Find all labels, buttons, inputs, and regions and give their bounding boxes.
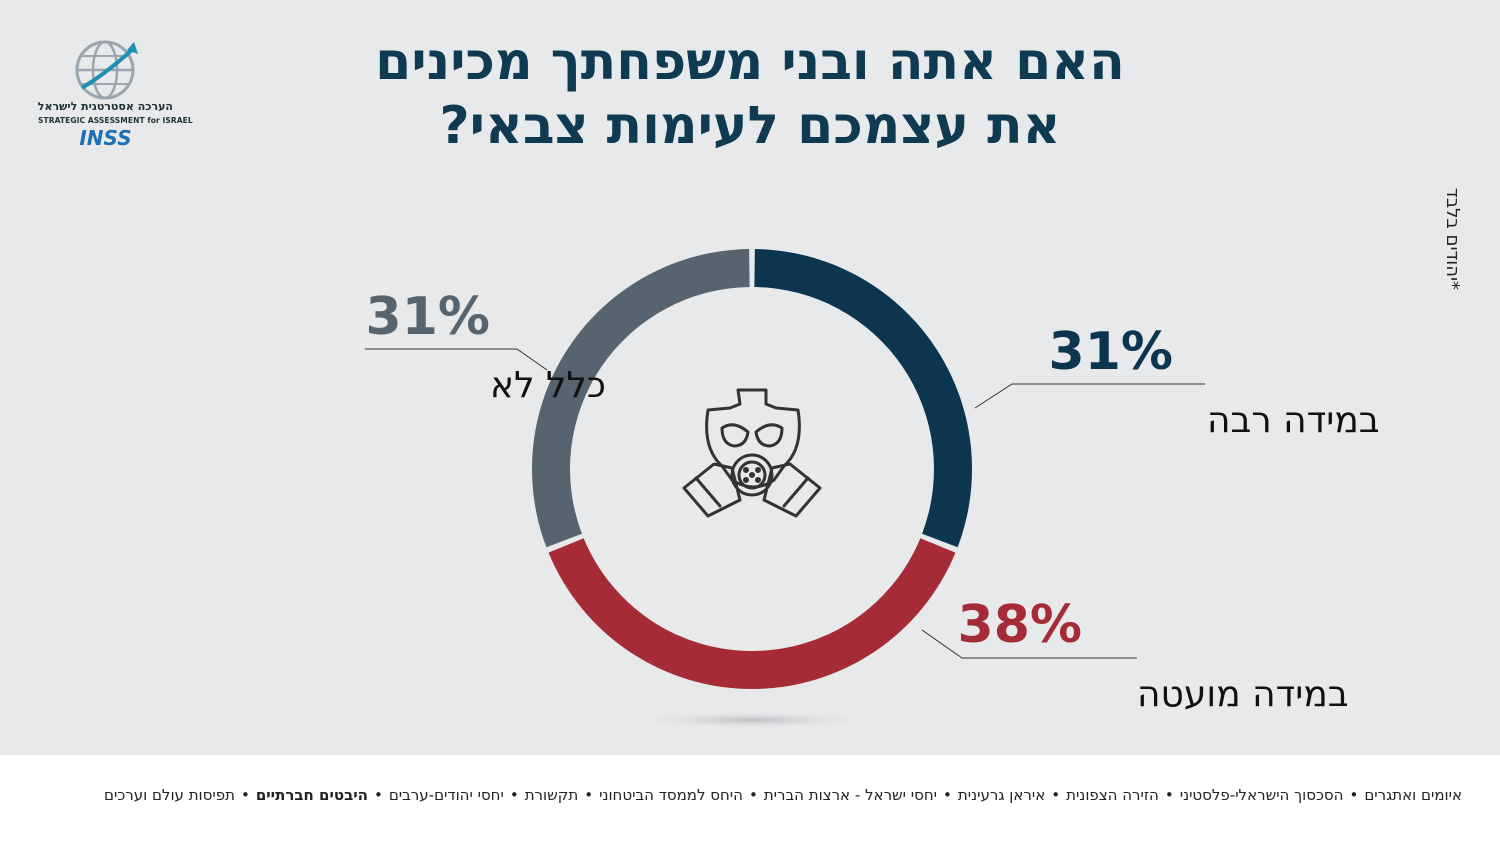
footer-separator: • (240, 786, 250, 804)
page-title: האם אתה ובני משפחתך מכינים את עצמכם לעימ… (250, 30, 1250, 158)
footer-separator: • (584, 786, 594, 804)
chart-shadow (627, 711, 877, 729)
footer-topic[interactable]: יחסי ישראל - ארצות הברית (763, 786, 938, 804)
footer-topic[interactable]: איומים ואתגרים (1364, 786, 1462, 804)
chart-panel (0, 0, 1500, 755)
footer-topic[interactable]: איראן גרעינית (957, 786, 1046, 804)
slice-large-extent (754, 249, 972, 548)
footer-separator: • (943, 786, 952, 804)
globe-icon (75, 40, 138, 100)
slice-small-extent (548, 538, 956, 689)
leader-line-large-extent (974, 383, 1205, 409)
leader-line-small-extent (921, 629, 1137, 659)
footer-topic[interactable]: הזירה הצפונית (1066, 786, 1159, 804)
footer-topic[interactable]: היחס לממסד הביטחוני (599, 786, 743, 804)
logo-english-text: STRATEGIC ASSESSMENT for ISRAEL (38, 116, 193, 125)
slice-not-at-all (532, 249, 750, 548)
gas-mask-icon (682, 388, 822, 518)
leader-line-not-at-all (365, 348, 548, 371)
footer-topics: איומים ואתגרים • הסכסוך הישראלי-פלסטיני • הז… (32, 786, 1462, 804)
title-line-1: האם אתה ובני משפחתך מכינים (375, 32, 1125, 92)
data-label-not-at-all: 31% (366, 287, 490, 347)
footer-separator: • (509, 786, 519, 804)
data-label-small-extent: 38% (958, 595, 1082, 655)
footer-topic-active[interactable]: היבטים חברתיים (255, 786, 368, 804)
footer-separator: • (1164, 786, 1174, 804)
footer-separator: • (1051, 786, 1061, 804)
title-line-2: את עצמכם לעימות צבאי? (439, 96, 1061, 156)
logo-hebrew-text: הערכה אסטרטגית לישראל (37, 100, 173, 113)
donut-chart: 31% במידה רבה 38% במידה מועטה 31% כלל לא (365, 249, 1380, 729)
footer-separator: • (748, 786, 758, 804)
data-label-large-extent: 31% (1049, 322, 1173, 382)
footer-topic[interactable]: הסכסוך הישראלי-פלסטיני (1179, 786, 1344, 804)
footer-separator: • (373, 786, 383, 804)
footer-separator: • (1349, 786, 1359, 804)
category-label-small-extent: במידה מועטה (1137, 674, 1349, 715)
category-label-not-at-all: כלל לא (490, 365, 606, 406)
category-label-large-extent: במידה רבה (1207, 400, 1380, 441)
footer-topic[interactable]: תפיסות עולם וערכים (104, 786, 235, 804)
footer-topic[interactable]: תקשורת (524, 786, 579, 804)
logo-brand-text: INSS (79, 126, 132, 150)
footer-bar (0, 755, 1500, 844)
footer-topic[interactable]: יחסי יהודים-ערבים (388, 786, 504, 804)
inss-logo: הערכה אסטרטגית לישראל STRATEGIC ASSESSME… (37, 38, 193, 158)
